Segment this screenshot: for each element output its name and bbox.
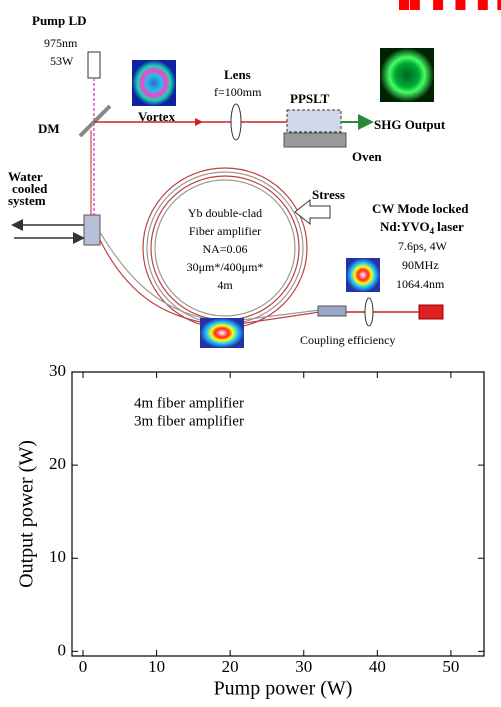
crystal <box>286 109 342 133</box>
label: 4 <box>430 226 435 236</box>
legend-label: 3m fiber amplifier <box>134 413 244 429</box>
lens <box>230 103 242 141</box>
x-tick-label: 40 <box>369 657 386 676</box>
label: f=100mm <box>214 85 262 99</box>
x-tick-label: 20 <box>222 657 239 676</box>
diagram <box>11 48 444 348</box>
label: 30μm*/400μm* <box>187 260 264 274</box>
label: 975nm <box>44 36 78 50</box>
label: CW Mode locked <box>372 201 469 216</box>
seed-mode-image <box>346 258 380 292</box>
label: Oven <box>352 149 382 164</box>
label: Nd:YVO4 laser <box>380 219 464 236</box>
label: Vortex <box>138 109 176 124</box>
label: Yb double-clad <box>188 206 262 220</box>
label: 53W <box>50 54 74 68</box>
oven <box>283 132 347 148</box>
label: Lens <box>224 67 251 82</box>
x-axis-label: Pump power (W) <box>214 678 353 700</box>
diagram-labels: Pump LD 975nm 53W DM Vortex Lens f=100mm… <box>8 13 469 347</box>
label: Stress <box>312 187 345 202</box>
marker <box>455 0 466 10</box>
label: Pump LD <box>32 13 87 28</box>
label: Nd:YVO <box>380 219 430 234</box>
coupling-lens <box>364 297 374 327</box>
marker <box>409 0 420 10</box>
legend-marker <box>399 0 409 10</box>
label: 4m <box>217 278 233 292</box>
x-tick-label: 30 <box>295 657 312 676</box>
output-mode-image <box>200 318 244 348</box>
x-tick-label: 0 <box>79 657 88 676</box>
label: laser <box>437 219 464 234</box>
marker <box>497 0 501 10</box>
x-tick-label: 10 <box>148 657 165 676</box>
label: Fiber amplifier <box>189 224 261 238</box>
label: Coupling efficiency <box>300 333 395 347</box>
label: SHG Output <box>374 117 446 132</box>
marker <box>477 0 488 10</box>
label: 1064.4nm <box>396 277 445 291</box>
vortex-image <box>132 60 176 106</box>
pump-ld <box>87 51 101 79</box>
y-axis-label: Output power (W) <box>16 440 38 588</box>
marker <box>433 0 444 10</box>
label: 90MHz <box>402 258 439 272</box>
label: DM <box>38 121 60 136</box>
x-tick-label: 50 <box>442 657 459 676</box>
y-tick-label: 30 <box>49 361 66 380</box>
y-tick-label: 10 <box>49 547 66 566</box>
label: Water <box>8 169 43 184</box>
seed-laser <box>418 304 444 320</box>
label: 7.6ps, 4W <box>398 239 448 253</box>
legend-label: 4m fiber amplifier <box>134 395 244 411</box>
label: system <box>8 193 46 208</box>
label: cooled <box>12 181 48 196</box>
label: PPSLT <box>290 91 330 106</box>
y-tick-label: 20 <box>49 454 66 473</box>
shg-image <box>380 48 434 102</box>
label: NA=0.06 <box>202 242 247 256</box>
beam-arrow <box>195 118 203 126</box>
dichroic-mirror <box>78 104 112 138</box>
end-cap <box>83 214 101 246</box>
stress-arrow <box>294 198 331 226</box>
coupler <box>317 305 347 317</box>
plot-frame <box>71 371 485 657</box>
y-tick-label: 0 <box>58 640 67 659</box>
